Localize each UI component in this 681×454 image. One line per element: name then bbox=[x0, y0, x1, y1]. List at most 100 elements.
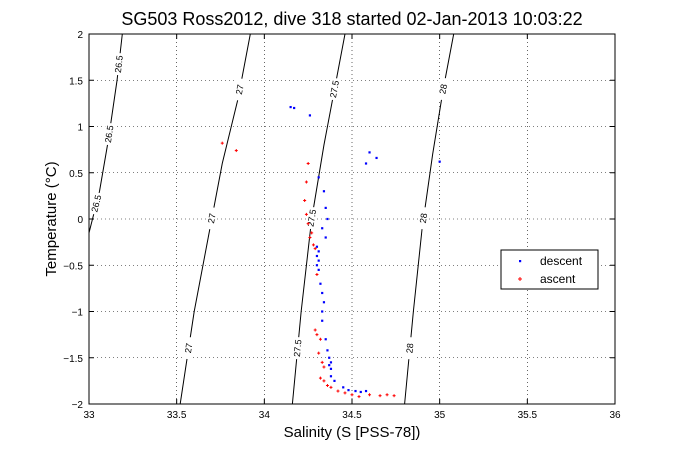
x-tick-label: 33.5 bbox=[167, 410, 187, 421]
ascent-point bbox=[315, 333, 319, 337]
contour-label-gap bbox=[204, 206, 219, 231]
descent-point bbox=[324, 236, 327, 239]
contour-label: 26.5 bbox=[89, 194, 103, 213]
contour-label: 28 bbox=[437, 83, 449, 95]
contour-label: 27.5 bbox=[328, 80, 341, 99]
descent-point bbox=[364, 389, 368, 393]
descent-point bbox=[326, 217, 329, 221]
descent-point bbox=[328, 356, 331, 359]
y-axis-ticks: −2 −1.5 −1 −0.5 0 0.5 1 1.5 2 bbox=[63, 30, 615, 411]
contour-label: 26.5 bbox=[103, 125, 115, 144]
x-tick-label: 36 bbox=[609, 410, 621, 421]
descent-point bbox=[321, 291, 324, 295]
x-tick-label: 34 bbox=[259, 410, 271, 421]
contour-label: 27 bbox=[183, 342, 194, 353]
ascent-point bbox=[313, 247, 317, 251]
chart-title: SG503 Ross2012, dive 318 started 02-Jan-… bbox=[121, 9, 582, 29]
ascent-point bbox=[320, 360, 324, 364]
legend-marker-descent bbox=[519, 260, 522, 263]
x-axis-ticks: 33 33.5 34 34.5 35 35.5 36 bbox=[83, 34, 621, 421]
ascent-point bbox=[220, 141, 224, 145]
ascent-point bbox=[306, 222, 310, 226]
x-tick-label: 35.5 bbox=[518, 410, 538, 421]
descent-point bbox=[317, 250, 320, 253]
ascent-point bbox=[318, 376, 322, 380]
contour-label-gap bbox=[327, 77, 342, 101]
descent-point bbox=[326, 349, 329, 352]
y-tick-label: 1 bbox=[77, 123, 83, 134]
descent-point bbox=[317, 259, 320, 262]
descent-point bbox=[329, 361, 333, 364]
descent-point bbox=[317, 268, 320, 271]
ascent-point bbox=[392, 394, 396, 398]
ascent-point bbox=[368, 393, 372, 397]
legend-label-descent: descent bbox=[540, 254, 583, 268]
ascent-point bbox=[378, 394, 382, 398]
ascent-point bbox=[317, 351, 321, 355]
grid-lines bbox=[89, 34, 615, 404]
ascent-point bbox=[350, 393, 354, 397]
legend-marker-ascent bbox=[518, 277, 522, 281]
data-points bbox=[220, 105, 441, 399]
ascent-point bbox=[325, 384, 329, 387]
ascent-point bbox=[343, 391, 347, 395]
x-tick-label: 33 bbox=[83, 410, 95, 421]
y-axis-label: Temperature (°C) bbox=[43, 161, 60, 276]
legend-box bbox=[500, 249, 599, 290]
y-tick-label: −1 bbox=[72, 308, 84, 319]
ascent-point bbox=[385, 393, 389, 397]
descent-point bbox=[375, 156, 378, 160]
ascent-point bbox=[308, 236, 312, 239]
ascent-point bbox=[318, 337, 322, 341]
descent-point bbox=[329, 375, 333, 378]
y-tick-label: 0 bbox=[77, 215, 83, 226]
contour-label-gap bbox=[182, 336, 196, 360]
descent-point bbox=[359, 390, 362, 394]
contour-label-gap bbox=[417, 206, 431, 230]
y-tick-label: −1.5 bbox=[63, 354, 83, 365]
descent-point bbox=[317, 176, 320, 179]
ascent-point bbox=[234, 149, 238, 153]
ascent-point bbox=[322, 379, 326, 383]
descent-point bbox=[319, 282, 322, 285]
contour-label: 27.5 bbox=[292, 339, 304, 357]
ascent-point bbox=[329, 385, 333, 389]
contour-label-gap bbox=[291, 336, 304, 360]
contour-label: 27 bbox=[206, 212, 218, 224]
contour-label-gap bbox=[88, 191, 104, 216]
ascent-point bbox=[322, 365, 326, 369]
y-tick-label: −0.5 bbox=[63, 261, 83, 272]
descent-point bbox=[329, 367, 333, 370]
descent-point bbox=[289, 105, 292, 109]
descent-point bbox=[315, 264, 319, 267]
descent-point bbox=[293, 106, 296, 110]
ascent-point bbox=[315, 273, 319, 276]
y-tick-label: 1.5 bbox=[69, 76, 83, 87]
contour-label-gap bbox=[403, 336, 416, 360]
descent-point bbox=[315, 254, 319, 258]
ascent-point bbox=[304, 212, 308, 216]
descent-point bbox=[324, 206, 327, 209]
contour-label: 27 bbox=[234, 84, 246, 96]
descent-point bbox=[315, 245, 319, 248]
descent-point bbox=[328, 364, 331, 367]
contour-label: 28 bbox=[404, 343, 415, 354]
descent-point bbox=[354, 389, 357, 393]
descent-point bbox=[347, 389, 350, 392]
legend-label-ascent: ascent bbox=[540, 272, 576, 286]
contour-label: 26.5 bbox=[113, 55, 125, 74]
contour-label-gap bbox=[232, 77, 247, 102]
ascent-point bbox=[357, 395, 361, 399]
descent-point bbox=[308, 114, 312, 117]
descent-point bbox=[438, 160, 441, 163]
descent-point bbox=[322, 190, 326, 193]
ascent-point bbox=[336, 389, 340, 393]
ascent-point bbox=[311, 243, 315, 247]
ascent-point bbox=[310, 231, 314, 235]
descent-point bbox=[321, 310, 324, 313]
x-tick-label: 35 bbox=[434, 410, 446, 421]
density-contour bbox=[291, 33, 346, 405]
descent-point bbox=[342, 386, 345, 389]
